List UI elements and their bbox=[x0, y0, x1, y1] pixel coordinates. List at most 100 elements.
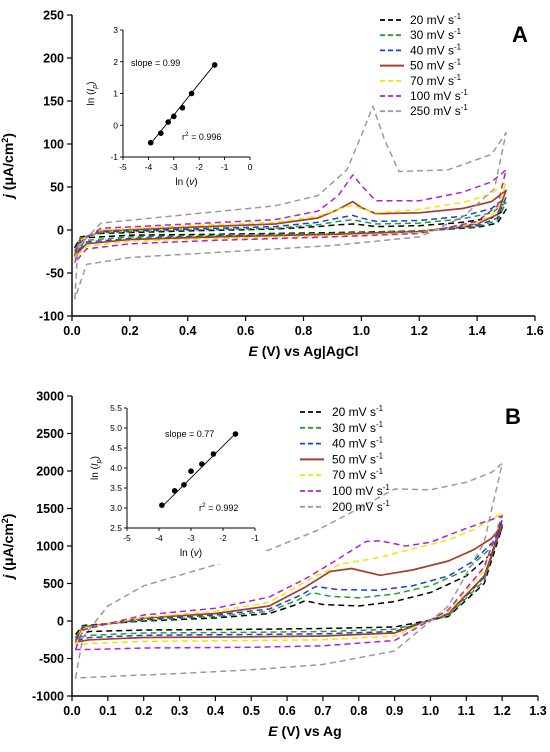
series-line-3 bbox=[74, 524, 504, 643]
x-tick-label: 0.3 bbox=[171, 704, 188, 718]
y-axis-label-symbol: j bbox=[0, 193, 16, 200]
inset-r2-symbol: r bbox=[199, 503, 202, 513]
y-tick-label: 0 bbox=[57, 224, 64, 238]
y-tick-label: 1000 bbox=[36, 540, 64, 554]
x-tick-label: 1.0 bbox=[353, 324, 370, 338]
y-axis-label-sup: 2 bbox=[0, 518, 10, 523]
legend-entry-3: 50 mV s-1 bbox=[332, 451, 384, 466]
inset-x-axis-label: ln (v) bbox=[180, 548, 202, 559]
series-line-0 bbox=[74, 526, 503, 636]
inset-x-tick-label: -4 bbox=[155, 533, 163, 543]
legend-entry-1: 30 mV s-1 bbox=[410, 27, 462, 42]
x-tick-label: 0.9 bbox=[386, 704, 403, 718]
legend-entry-5: 100 mV s-1 bbox=[410, 88, 468, 103]
panel-letter: B bbox=[505, 404, 521, 429]
legend-label-sup: -1 bbox=[376, 451, 384, 460]
y-axis-label: j (μA/cm2) bbox=[0, 514, 16, 581]
inset-y-axis-label: ln (Ip) bbox=[86, 82, 99, 106]
legend-entry-2: 40 mV s-1 bbox=[332, 436, 384, 451]
inset-y-tick-label: 5.0 bbox=[110, 423, 122, 433]
y-tick-label: 3000 bbox=[36, 390, 64, 404]
inset-x-tick-label: -1 bbox=[221, 162, 229, 172]
y-tick-label: -500 bbox=[39, 652, 64, 666]
inset-r2-value: = 0.996 bbox=[189, 132, 222, 142]
inset-y-tick-label: 4.5 bbox=[110, 443, 122, 453]
x-tick-label: 0.1 bbox=[99, 704, 116, 718]
inset-y-tick-label: 4.0 bbox=[110, 463, 122, 473]
legend-label-sup: -1 bbox=[454, 58, 462, 67]
y-tick-label: 200 bbox=[43, 52, 64, 66]
inset-y-tick-label: 3 bbox=[113, 25, 118, 35]
legend-entry-2: 40 mV s-1 bbox=[410, 42, 462, 57]
inset-x-label-post: ) bbox=[194, 177, 197, 188]
series-line-6 bbox=[74, 462, 503, 679]
x-tick-label: 0.8 bbox=[350, 704, 367, 718]
inset-data-point bbox=[165, 119, 172, 125]
x-tick-label: 1.4 bbox=[468, 324, 485, 338]
legend-label: 50 mV s bbox=[332, 452, 376, 466]
legend-label-sup: -1 bbox=[454, 42, 462, 51]
inset-y-tick-label: 0 bbox=[113, 120, 118, 130]
legend-entry-0: 20 mV s-1 bbox=[332, 404, 384, 419]
inset-data-point bbox=[210, 451, 217, 457]
inset-data-point bbox=[199, 461, 205, 467]
legend-entry-4: 70 mV s-1 bbox=[410, 73, 462, 88]
x-tick-label: 0.2 bbox=[135, 704, 152, 718]
x-axis-label-text: (V) vs Ag bbox=[278, 723, 342, 739]
inset-y-label-pre: ln ( bbox=[90, 465, 101, 480]
legend-entry-6: 200 mV s-1 bbox=[332, 499, 390, 514]
y-tick-label: 2000 bbox=[36, 465, 64, 479]
inset-data-point bbox=[179, 104, 186, 111]
inset-background bbox=[77, 20, 260, 193]
inset-y-tick-label: 3.0 bbox=[110, 503, 122, 513]
inset-x-tick-label: -2 bbox=[219, 533, 227, 543]
legend-label: 30 mV s bbox=[332, 421, 376, 435]
legend-label: 200 mV s bbox=[332, 500, 383, 514]
inset-x-axis-label: ln (v) bbox=[175, 177, 197, 188]
legend-label-sup: -1 bbox=[461, 103, 469, 112]
inset-x-tick-label: -1 bbox=[251, 533, 259, 543]
inset-y-label-sub: p bbox=[92, 85, 99, 90]
legend-entry-3: 50 mV s-1 bbox=[410, 58, 462, 73]
inset-data-point bbox=[171, 488, 178, 494]
y-tick-label: 250 bbox=[43, 9, 64, 23]
y-axis-label: j (μA/cm2) bbox=[0, 133, 16, 200]
legend-label: 30 mV s bbox=[410, 28, 454, 42]
inset-x-tick-label: -3 bbox=[170, 162, 178, 172]
inset-y-label-sub: p bbox=[96, 459, 103, 464]
series-line-0 bbox=[74, 208, 507, 248]
inset-data-point bbox=[158, 130, 164, 136]
legend-label-sup: -1 bbox=[376, 436, 384, 445]
y-axis-label-symbol: j bbox=[0, 573, 16, 580]
chart-panel-b: 0.0 0.1 0.2 0.3 0.4 0.5 0.6 0.7 0.8 0.9 1.0 1.1 1.2 1… bbox=[0, 390, 547, 740]
x-tick-label: 0.0 bbox=[63, 324, 80, 338]
y-axis-label-text: (μA/cm bbox=[0, 523, 16, 574]
inset-slope-text: slope = 0.77 bbox=[165, 429, 214, 439]
series-line-2 bbox=[74, 519, 503, 642]
inset-y-tick-label: 2.5 bbox=[110, 523, 122, 533]
legend-entry-4: 70 mV s-1 bbox=[332, 467, 384, 482]
x-tick-label: 0.4 bbox=[179, 324, 196, 338]
series-line-3 bbox=[74, 189, 507, 257]
inset-x-label-symbol: v bbox=[189, 177, 195, 188]
inset-slope-text: slope = 0.99 bbox=[131, 58, 180, 68]
legend-entry-5: 100 mV s-1 bbox=[332, 483, 390, 498]
legend-label: 20 mV s bbox=[410, 13, 454, 27]
y-axis-label-end: ) bbox=[0, 133, 16, 138]
panel-letter: A bbox=[512, 22, 528, 47]
inset-y-tick-label: 2 bbox=[113, 57, 118, 67]
x-tick-label: 0.2 bbox=[121, 324, 138, 338]
y-tick-label: 2500 bbox=[36, 427, 64, 441]
inset-x-tick-label: -4 bbox=[145, 162, 153, 172]
inset-y-tick-label: -1 bbox=[110, 152, 118, 162]
x-tick-label: 1.3 bbox=[529, 704, 546, 718]
legend-label: 50 mV s bbox=[410, 59, 454, 73]
inset-y-axis-label: ln (Ip) bbox=[90, 456, 103, 480]
inset-y-tick-label: 5.5 bbox=[110, 403, 122, 413]
legend-label-sup: -1 bbox=[454, 12, 462, 21]
x-tick-label: 0.6 bbox=[278, 704, 295, 718]
x-tick-label: 1.2 bbox=[411, 324, 428, 338]
legend-label: 40 mV s bbox=[332, 437, 376, 451]
